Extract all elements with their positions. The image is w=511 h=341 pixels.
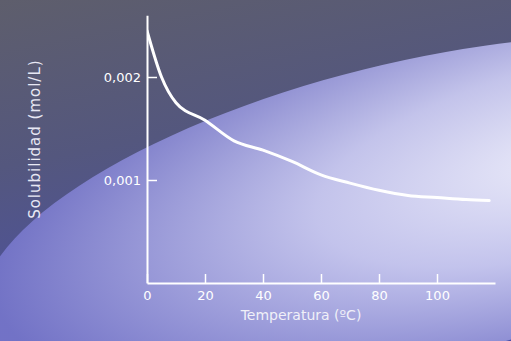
x-tick: 40 — [255, 274, 272, 303]
x-tick-mark — [437, 274, 439, 283]
chart: 0 20 40 60 80 100 0,001 0,002 Temperatura (ºC) So… — [0, 0, 511, 341]
x-tick-mark — [321, 274, 323, 283]
x-tick: 100 — [425, 274, 450, 303]
x-tick-label: 100 — [425, 288, 450, 303]
y-tick: 0,001 — [104, 173, 157, 188]
x-tick-mark — [263, 274, 265, 283]
x-tick-label: 0 — [143, 288, 151, 303]
x-tick-label: 20 — [197, 288, 214, 303]
y-tick-mark — [147, 180, 157, 182]
x-tick-label: 40 — [255, 288, 272, 303]
y-tick-label: 0,001 — [104, 173, 141, 188]
y-axis-title: Solubilidad (mol/L) — [26, 59, 44, 218]
x-tick-label: 60 — [313, 288, 330, 303]
background-shape — [0, 0, 511, 341]
y-axis: 0,001 0,002 — [104, 16, 157, 284]
y-axis-line — [147, 16, 149, 284]
x-axis: 0 20 40 60 80 100 — [143, 274, 495, 303]
x-tick-mark — [379, 274, 381, 283]
x-tick: 60 — [313, 274, 330, 303]
y-tick: 0,002 — [104, 70, 157, 85]
x-tick: 20 — [197, 274, 214, 303]
x-axis-title: Temperatura (ºC) — [240, 307, 362, 323]
solubility-line — [147, 31, 489, 201]
x-tick: 80 — [371, 274, 388, 303]
x-tick-mark — [205, 274, 207, 283]
x-tick-label: 80 — [371, 288, 388, 303]
plot-area — [147, 31, 489, 201]
y-tick-label: 0,002 — [104, 70, 141, 85]
y-tick-mark — [147, 77, 157, 79]
